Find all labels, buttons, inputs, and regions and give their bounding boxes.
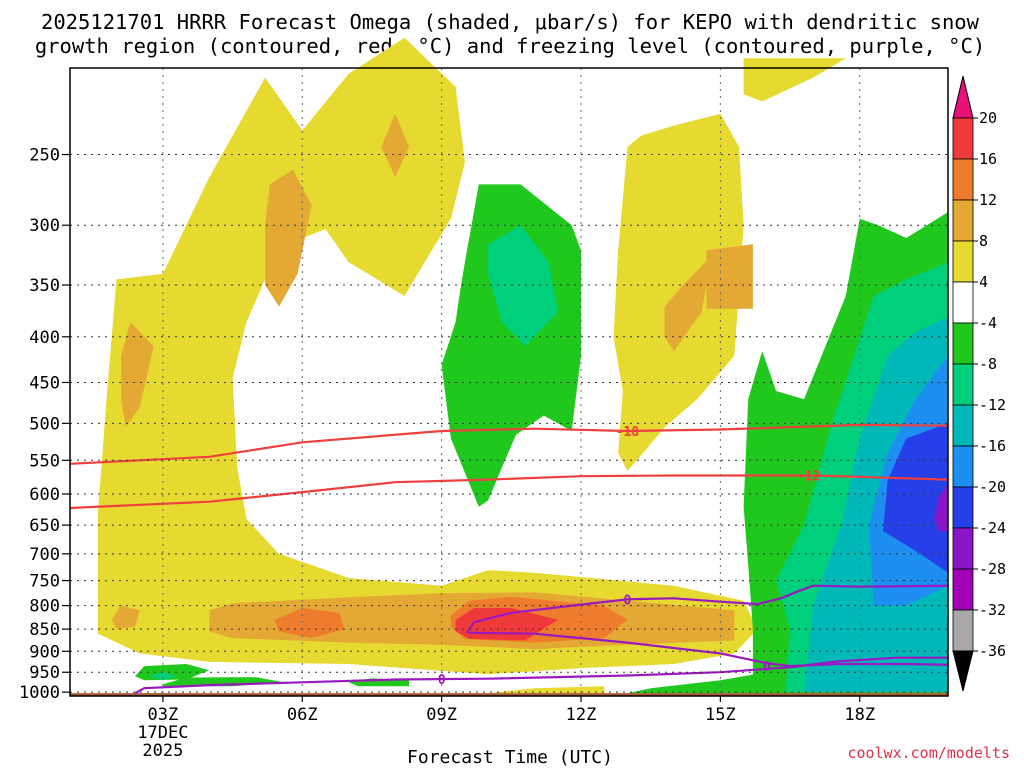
- y-tick-label-850: 850: [29, 620, 60, 640]
- colorbar: 20 16 12 8 4 -4 -8 -12 -16 -20 -24 -28 -32 -36: [952, 75, 1006, 692]
- title-line-2: growth region (contoured, red, °C) and f…: [35, 34, 985, 58]
- contour-label-1-0: 0: [438, 673, 446, 688]
- colorbar-tick-label-10: -24: [979, 519, 1006, 537]
- colorbar-segment-9: [952, 486, 974, 529]
- x-tick-label-1: 06Z: [287, 705, 318, 725]
- colorbar-tick-label-13: -36: [979, 642, 1006, 660]
- y-tick-label-700: 700: [29, 545, 60, 565]
- y-tick-label-800: 800: [29, 597, 60, 617]
- colorbar-segment-4: [952, 281, 974, 324]
- colorbar-segment-10: [952, 527, 974, 570]
- y-tick-label-250: 250: [29, 146, 60, 166]
- x-tick-label-0: 03Z: [148, 705, 179, 725]
- colorbar-tick-label-4: 4: [979, 273, 988, 291]
- contour-line-1-0: [134, 656, 948, 695]
- contour-label-0-1: -12: [797, 470, 820, 485]
- colorbar-tick-label-7: -12: [979, 396, 1006, 414]
- colorbar-tick-label-9: -20: [979, 478, 1006, 496]
- colorbar-segment-5: [952, 322, 974, 365]
- x-tick-label-3: 12Z: [566, 705, 597, 725]
- colorbar-tick-label-0: 20: [979, 109, 997, 127]
- y-tick-label-650: 650: [29, 516, 60, 536]
- colorbar-tick-label-6: -8: [979, 355, 997, 373]
- colorbar-segment-7: [952, 404, 974, 447]
- y-tick-label-350: 350: [29, 276, 60, 296]
- ground-strip: [70, 693, 948, 696]
- colorbar-segment-3: [952, 240, 974, 283]
- contour-label-1-1: 0: [624, 593, 632, 608]
- y-tick-label-900: 900: [29, 642, 60, 662]
- contour-label-0-0: -18: [616, 425, 640, 440]
- colorbar-segment-11: [952, 568, 974, 611]
- colorbar-segment-1: [952, 158, 974, 201]
- colorbar-segment-6: [952, 363, 974, 406]
- y-tick-label-450: 450: [29, 373, 60, 393]
- colorbar-segment-2: [952, 199, 974, 242]
- colorbar-tick-label-1: 16: [979, 150, 997, 168]
- colorbar-tick-label-8: -16: [979, 437, 1006, 455]
- y-tick-label-750: 750: [29, 572, 60, 592]
- colorbar-top-triangle: [952, 75, 974, 119]
- omega-region-3: [265, 169, 312, 307]
- x-tick-label-2: 09Z: [426, 705, 457, 725]
- omega-region-10: [274, 608, 345, 639]
- x-tick-year: 2025: [142, 741, 183, 761]
- contour-label-1-2: 0: [763, 660, 771, 675]
- y-tick-label-950: 950: [29, 663, 60, 683]
- x-tick-label-4: 15Z: [705, 705, 736, 725]
- colorbar-tick-label-5: -4: [979, 314, 997, 332]
- contour-line-0-1: [69, 474, 949, 510]
- credit-text: coolwx.com/modelts: [847, 744, 1010, 762]
- colorbar-tick-label-11: -28: [979, 560, 1006, 578]
- x-tick-label-5: 18Z: [844, 705, 875, 725]
- y-tick-label-500: 500: [29, 414, 60, 434]
- colorbar-segment-12: [952, 609, 974, 652]
- contour-line-1-2: [467, 631, 949, 668]
- colorbar-tick-label-3: 8: [979, 232, 988, 250]
- omega-region-6: [664, 256, 712, 352]
- y-tick-label-400: 400: [29, 328, 60, 348]
- y-tick-label-1000: 1000: [19, 683, 60, 703]
- omega-region-5: [381, 113, 410, 178]
- colorbar-bottom-triangle: [952, 650, 974, 692]
- omega-region-2: [743, 58, 846, 102]
- colorbar-tick-label-2: 12: [979, 191, 997, 209]
- omega-region-26: [488, 686, 605, 694]
- contour-line-0-0: [69, 423, 949, 465]
- y-tick-label-600: 600: [29, 485, 60, 505]
- colorbar-segment-8: [952, 445, 974, 488]
- y-tick-label-300: 300: [29, 216, 60, 236]
- title-line-1: 2025121701 HRRR Forecast Omega (shaded, …: [41, 10, 980, 34]
- x-tick-date: 17DEC: [137, 723, 188, 743]
- x-axis-label: Forecast Time (UTC): [407, 747, 613, 768]
- omega-region-7: [706, 244, 753, 309]
- y-tick-label-550: 550: [29, 451, 60, 471]
- axes: 2503003504004505005506006507007508008509…: [19, 67, 949, 761]
- omega-region-23: [149, 672, 177, 681]
- omega-region-9: [111, 605, 140, 630]
- omega-region-14: [488, 225, 558, 347]
- colorbar-segment-0: [952, 117, 974, 160]
- plot-area: [70, 37, 948, 696]
- omega-region-16: [627, 672, 791, 694]
- omega-region-4: [121, 322, 154, 428]
- omega-region-21: [934, 484, 948, 531]
- colorbar-tick-label-12: -32: [979, 601, 1006, 619]
- omega-region-0: [97, 37, 758, 675]
